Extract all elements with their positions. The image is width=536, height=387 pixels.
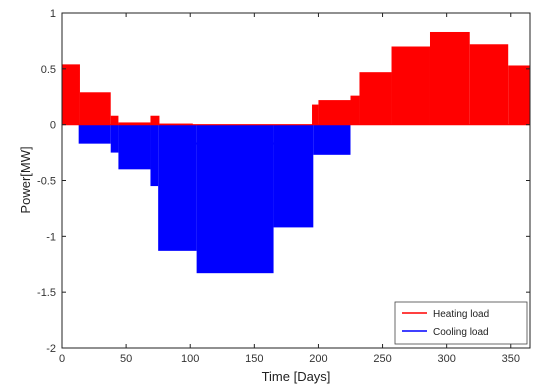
area-segment-1-1 <box>110 124 119 153</box>
x-tick-label: 200 <box>309 353 327 365</box>
area-segment-0-7 <box>312 104 319 125</box>
area-segment-0-14 <box>508 65 530 125</box>
area-segment-0-11 <box>391 46 430 125</box>
chart-areas <box>62 31 530 274</box>
legend-box <box>394 301 528 345</box>
x-tick-label: 350 <box>502 353 520 365</box>
legend-label-heating: Heating load <box>433 309 489 320</box>
area-segment-0-9 <box>350 95 360 125</box>
area-segment-1-4 <box>158 124 197 251</box>
area-segment-1-6 <box>273 124 314 228</box>
y-tick-label: -1 <box>46 231 56 243</box>
x-tick-label: 0 <box>59 353 65 365</box>
chart-axes: 0 50 100 150 200 250 300 350 1 0.5 0 -0.5 -1 -1.5 -2 <box>37 8 531 365</box>
x-tick-label: 50 <box>120 353 132 365</box>
y-tick-label: -2 <box>46 343 56 355</box>
area-segment-1-7 <box>313 124 351 155</box>
area-segment-1-5 <box>196 124 274 274</box>
y-tick-label: -0.5 <box>37 176 56 188</box>
area-segment-0-2 <box>110 115 119 125</box>
area-segment-0-3 <box>118 122 151 125</box>
area-segment-1-2 <box>118 124 151 170</box>
area-segment-1-0 <box>78 124 111 144</box>
x-tick-label: 150 <box>245 353 263 365</box>
legend: Heating load Cooling load <box>394 301 528 345</box>
area-segment-0-0 <box>62 64 80 125</box>
area-segment-0-13 <box>469 44 509 125</box>
series-heating-load <box>62 31 530 126</box>
series-cooling-load <box>78 124 351 274</box>
area-segment-0-4 <box>150 115 160 125</box>
y-tick-label: 0.5 <box>41 64 56 76</box>
y-tick-label: 0 <box>50 120 56 132</box>
y-tick-label: 1 <box>50 8 56 20</box>
area-segment-0-10 <box>359 72 392 125</box>
x-axis-label: Time [Days] <box>262 369 331 384</box>
legend-label-cooling: Cooling load <box>433 327 489 338</box>
area-fringe-1-0 <box>192 142 278 145</box>
y-tick-label: -1.5 <box>37 287 56 299</box>
area-segment-0-12 <box>429 31 470 125</box>
area-segment-0-8 <box>318 100 351 125</box>
x-tick-label: 100 <box>181 353 199 365</box>
y-axis-label: Power[MW] <box>18 146 33 213</box>
x-tick-label: 300 <box>437 353 455 365</box>
x-tick-label: 250 <box>373 353 391 365</box>
area-segment-0-1 <box>79 92 111 125</box>
area-segment-1-3 <box>150 124 159 187</box>
